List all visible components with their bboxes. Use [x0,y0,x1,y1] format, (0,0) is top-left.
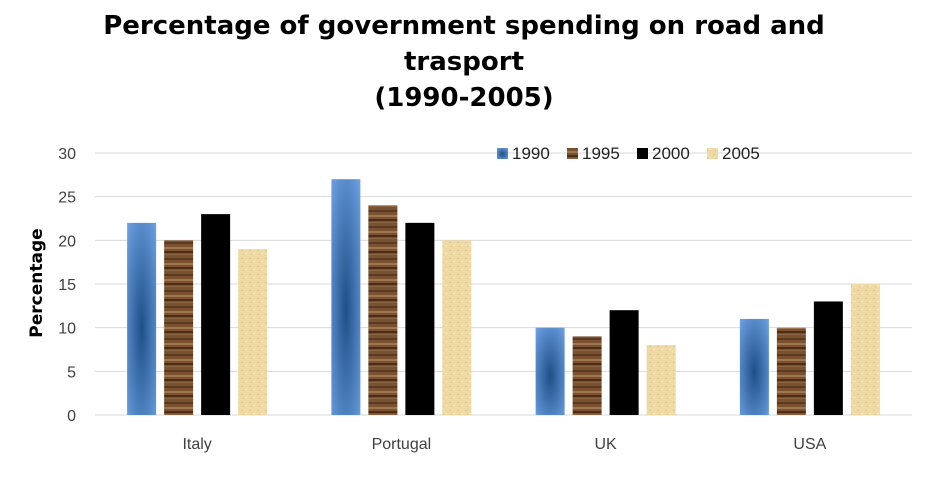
bar-portugal-1995 [368,205,398,415]
gridlines [95,152,912,416]
bar-uk-1995 [572,336,602,415]
bar-usa-2000 [813,301,843,415]
legend-swatch-1990 [497,148,508,159]
bar-portugal-1990 [331,179,361,415]
legend-label: 2000 [652,144,690,163]
y-tick-label: 15 [58,277,76,294]
bar-italy-2005 [238,249,268,415]
x-category-label: Portugal [372,436,432,453]
bar-uk-1990 [535,327,565,415]
legend-swatch-2005 [707,148,718,159]
bar-usa-1995 [776,327,806,415]
bar-portugal-2000 [405,222,435,415]
y-tick-label: 5 [67,364,76,381]
bar-italy-1990 [127,222,157,415]
bar-italy-1995 [164,240,194,415]
y-tick-label: 30 [58,146,76,163]
chart-title-line-2: trasport [404,47,524,77]
legend: 1990 1995 2000 2005 [497,144,760,163]
x-axis-categories: Italy Portugal UK USA [182,436,826,453]
y-axis-label: Percentage [27,228,47,337]
x-category-label: USA [793,436,826,453]
y-tick-label: 0 [67,408,76,425]
bar-usa-2005 [850,284,880,415]
x-category-label: Italy [182,436,211,453]
bar-uk-2000 [609,310,639,415]
chart-title-line-1: Percentage of government spending on roa… [103,11,825,41]
y-tick-label: 10 [58,321,76,338]
x-category-label: UK [595,436,618,453]
legend-swatch-1995 [567,148,578,159]
bar-usa-1990 [739,318,769,415]
y-tick-label: 20 [58,233,76,250]
y-axis-ticks: 0 5 10 15 20 25 30 [58,146,76,425]
legend-label: 1990 [512,144,550,163]
chart-title-line-3: (1990-2005) [374,83,554,113]
legend-swatch-2000 [637,148,648,159]
bar-uk-2005 [646,345,676,415]
legend-label: 2005 [722,144,760,163]
chart-title: Percentage of government spending on roa… [0,8,928,116]
bars [127,179,880,415]
bar-portugal-2005 [442,240,472,415]
legend-label: 1995 [582,144,620,163]
bar-italy-2000 [201,214,231,415]
y-tick-label: 25 [58,190,76,207]
